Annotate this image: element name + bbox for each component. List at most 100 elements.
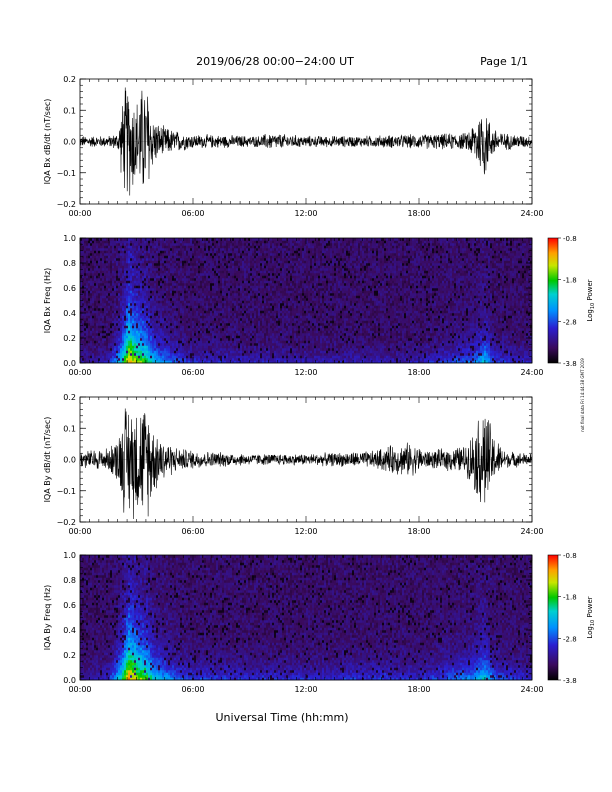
spectrogram-cell [96,245,99,249]
spectrogram-cell [114,310,117,314]
spectrogram-cell [114,253,117,256]
spectrogram-cell [212,345,215,349]
spectrogram-cell [254,300,257,304]
spectrogram-cell [106,268,109,271]
spectrogram-cell [206,313,209,316]
spectrogram-cell [104,328,107,331]
spectrogram-cell [224,325,227,329]
spectrogram-cell [240,345,243,349]
spectrogram-cell [106,348,109,351]
spectrogram-cell [184,320,187,324]
spectrogram-cell [192,288,195,291]
spectrogram-cell [260,320,263,324]
spectrogram-cell [238,295,241,299]
spectrogram-cell [172,270,175,274]
spectrogram-cell [156,320,159,324]
spectrogram-cell [254,360,257,364]
spectrogram-cell [158,313,161,316]
spectrogram-cell [244,353,247,356]
spectrogram-cell [160,350,163,354]
spectrogram-cell [254,270,257,274]
spectrogram-cell [188,340,191,344]
spectrogram-cell [256,308,259,311]
spectrogram-cell [236,275,239,279]
spectrogram-cell [204,275,207,279]
spectrogram-cell [142,265,145,269]
spectrogram-cell [120,270,123,274]
spectrogram-cell [176,313,179,316]
spectrogram-cell [144,288,147,291]
spectrogram-cell [186,305,189,309]
spectrogram-cell [174,330,177,334]
spectrogram-cell [184,305,187,309]
spectrogram-cell [124,288,127,291]
spectrogram-cell [188,313,191,316]
spectrogram-cell [242,300,245,304]
spectrogram-cell [214,273,217,276]
spectrogram-cell [124,265,127,269]
spectrogram-cell [160,345,163,349]
spectrogram-cell [250,360,253,364]
spectrogram-cell [132,350,135,354]
spectrogram-cell [98,353,101,356]
spectrogram-cell [86,330,89,334]
spectrogram-cell [242,310,245,314]
spectrogram-cell [100,238,103,241]
spectrogram-cell [214,343,217,346]
spectrogram-cell [168,350,171,354]
spectrogram-cell [230,278,233,281]
spectrogram-cell [92,335,95,339]
spectrogram-cell [254,248,257,251]
spectrogram-cell [144,275,147,279]
spectrogram-cell [94,310,97,314]
spectrogram-cell [134,250,137,254]
spectrogram-cell [164,358,167,361]
spectrogram-cell [158,245,161,249]
spectrogram-cell [242,293,245,296]
spectrogram-cell [168,238,171,241]
spectrogram-cell [234,313,237,316]
spectrogram-cell [236,345,239,349]
spectrogram-cell [266,263,269,266]
spectrogram-cell [160,298,163,301]
spectrogram-cell [206,315,209,319]
spectrogram-cell [196,320,199,324]
spectrogram-cell [178,253,181,256]
spectrogram-cell [220,340,223,344]
spectrogram-cell [220,350,223,354]
spectrogram-cell [116,263,119,266]
spectrogram-cell [132,325,135,329]
spectrogram-cell [130,283,133,286]
spectrogram-cell [220,305,223,309]
spectrogram-cell [216,305,219,309]
spectrogram-cell [92,340,95,344]
spectrogram-cell [174,350,177,354]
spectrogram-cell [180,353,183,356]
spectrogram-cell [84,288,87,291]
spectrogram-cell [188,303,191,306]
spectrogram-cell [266,303,269,306]
spectrogram-cell [118,248,121,251]
spectrogram-cell [214,355,217,359]
spectrogram-cell [182,318,185,321]
spectrogram-cell [158,258,161,261]
spectrogram-cell [80,250,83,254]
spectrogram-cell [192,350,195,354]
spectrogram-cell [156,343,159,346]
spectrogram-cell [232,333,235,336]
spectrogram-cell [140,275,143,279]
spectrogram-cell [142,240,145,244]
spectrogram-cell [166,240,169,244]
spectrogram-cell [154,328,157,331]
spectrogram-cell [84,335,87,339]
spectrogram-cell [148,355,151,359]
spectrogram-cell [142,333,145,336]
spectrogram-cell [84,338,87,341]
spectrogram-cell [234,288,237,291]
spectrogram-cell [148,238,151,241]
spectrogram-cell [144,258,147,261]
spectrogram-cell [238,313,241,316]
spectrogram-cell [150,308,153,311]
spectrogram-cell [198,263,201,266]
spectrogram-cell [248,360,251,364]
